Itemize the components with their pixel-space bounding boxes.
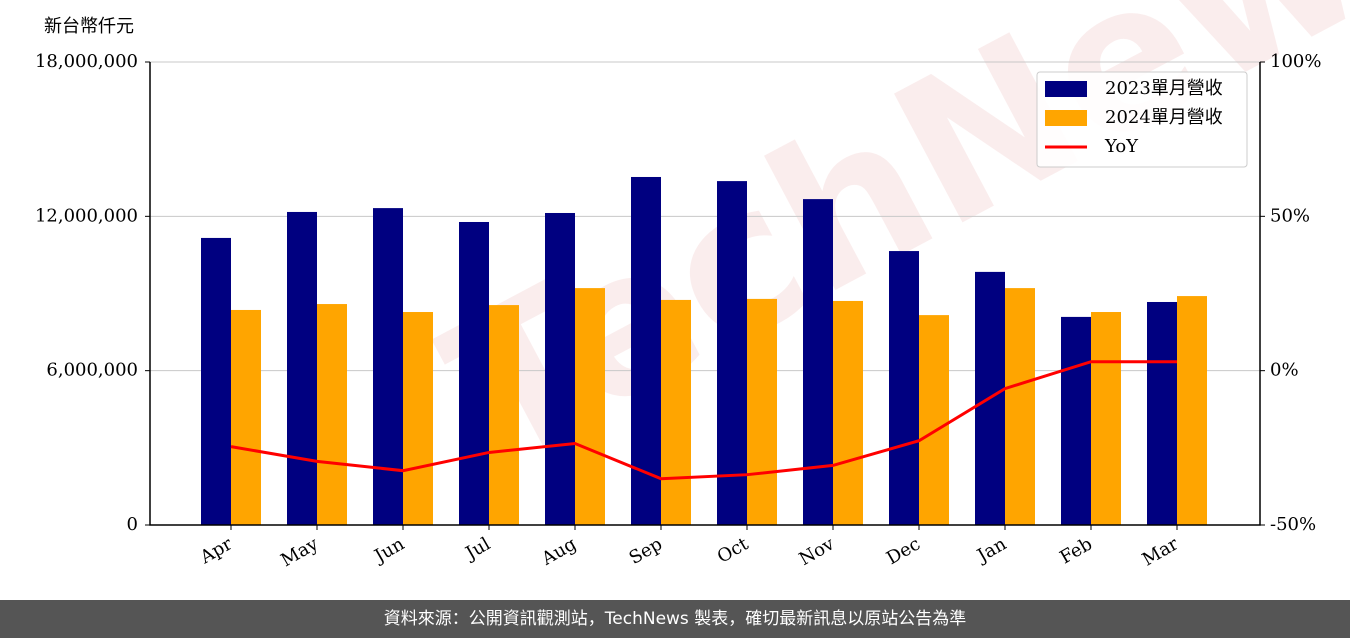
x-tick-label: Mar	[1139, 533, 1183, 570]
bar	[545, 212, 575, 525]
y2-tick-label: 0%	[1270, 360, 1299, 381]
x-tick-label: Jun	[369, 533, 408, 568]
x-tick-label: Aug	[537, 533, 580, 570]
legend-box	[1036, 71, 1248, 168]
footer: 資料來源：公開資訊觀測站，TechNews 製表，確切最新訊息以原站公告為準	[384, 609, 966, 629]
x-tick-label: May	[277, 533, 322, 571]
bar	[661, 299, 691, 525]
y-tick-label: 0	[127, 514, 138, 535]
bar	[231, 309, 261, 525]
x-tick-label: Sep	[626, 533, 666, 568]
bar	[201, 237, 231, 525]
bar	[747, 298, 777, 525]
y-tick-label: 12,000,000	[35, 205, 138, 226]
x-tick-label: Dec	[883, 533, 924, 569]
x-tick-label: Jan	[972, 533, 1010, 567]
bar	[717, 181, 747, 526]
bar	[373, 208, 403, 525]
bar	[459, 221, 489, 525]
bar	[889, 251, 919, 525]
bar	[317, 304, 347, 525]
legend-swatch	[1045, 110, 1087, 126]
bar	[1147, 301, 1177, 525]
bar	[1177, 296, 1207, 525]
y2-tick-label: -50%	[1270, 514, 1316, 535]
y2-tick-label: 50%	[1270, 205, 1310, 226]
bar	[1061, 316, 1091, 525]
footer-bar	[0, 600, 1350, 638]
axes	[149, 62, 1261, 526]
legend-swatch	[1045, 81, 1087, 97]
x-tick-label: Nov	[796, 533, 839, 570]
legend-label: 2023單月營收	[1105, 78, 1223, 99]
y-axis-label: 新台幣仟元	[44, 16, 134, 37]
legend-label: 2024單月營收	[1105, 107, 1223, 128]
bar	[1091, 312, 1121, 525]
y-tick-label: 6,000,000	[46, 360, 138, 381]
bar	[1005, 288, 1035, 525]
legend-label: YoY	[1104, 136, 1139, 157]
line	[230, 360, 1177, 481]
bar	[575, 288, 605, 525]
x-tick-label: Apr	[196, 533, 236, 568]
bar	[919, 315, 949, 525]
x-tick-label: Feb	[1056, 533, 1096, 568]
y2-tick-label: 100%	[1270, 51, 1321, 72]
bar	[833, 300, 863, 525]
bar	[489, 305, 519, 525]
bar	[803, 199, 833, 526]
x-tick-label: Jul	[460, 533, 494, 565]
x-tick-label: Oct	[714, 533, 753, 568]
bar	[287, 211, 317, 525]
y-tick-label: 18,000,000	[35, 51, 138, 72]
bar	[403, 312, 433, 525]
